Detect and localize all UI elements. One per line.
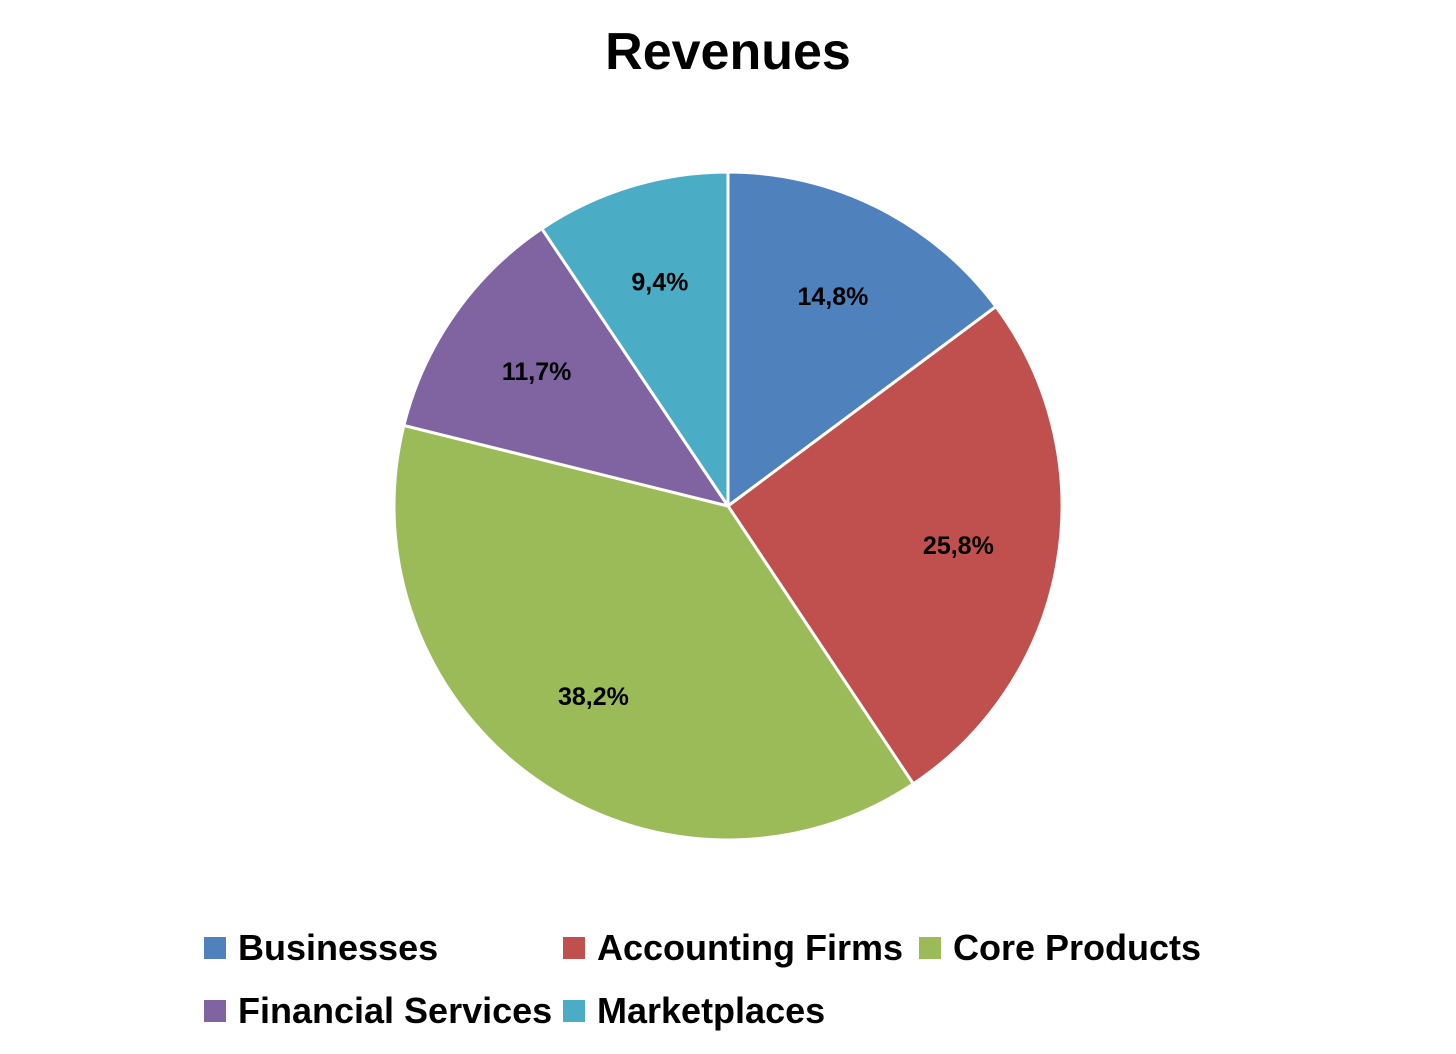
- pie-slice-businesses: [726, 170, 998, 508]
- pie-data-labels: 14,8% 25,8% 38,2% 11,7% 9,4%: [502, 268, 994, 711]
- legend-item-marketplaces: Marketplaces: [563, 983, 825, 1039]
- legend-swatch-core-products: [919, 937, 941, 959]
- data-label-core-products: 38,2%: [558, 683, 629, 711]
- legend-swatch-financial-services: [204, 1000, 226, 1022]
- data-label-financial-services: 11,7%: [502, 358, 572, 386]
- legend-swatch-businesses: [204, 937, 226, 959]
- legend-label-accounting-firms: Accounting Firms: [597, 927, 904, 968]
- legend-item-businesses: Businesses: [204, 920, 438, 976]
- pie-slices: [392, 170, 1064, 842]
- pie-chart: 14,8% 25,8% 38,2% 11,7% 9,4%: [392, 170, 1064, 842]
- data-label-businesses: 14,8%: [797, 283, 868, 311]
- legend-label-businesses: Businesses: [238, 927, 439, 968]
- legend-label-core-products: Core Products: [953, 927, 1202, 968]
- legend-item-core-products: Core Products: [919, 920, 1201, 976]
- legend-item-financial-services: Financial Services: [204, 983, 552, 1039]
- legend-swatch-marketplaces: [563, 1000, 585, 1022]
- pie-slice-financial-services: [402, 227, 730, 508]
- pie-slice-core-products: [392, 423, 915, 842]
- legend-swatch-accounting-firms: [563, 937, 585, 959]
- data-label-accounting-firms: 25,8%: [923, 532, 994, 560]
- pie-slice-accounting-firms: [726, 305, 1064, 786]
- pie-slice-marketplaces: [540, 170, 730, 508]
- legend-label-marketplaces: Marketplaces: [597, 990, 826, 1031]
- data-label-marketplaces: 9,4%: [631, 268, 688, 296]
- legend-label-financial-services: Financial Services: [238, 990, 553, 1031]
- legend-item-accounting-firms: Accounting Firms: [563, 920, 903, 976]
- chart-title: Revenues: [605, 23, 851, 81]
